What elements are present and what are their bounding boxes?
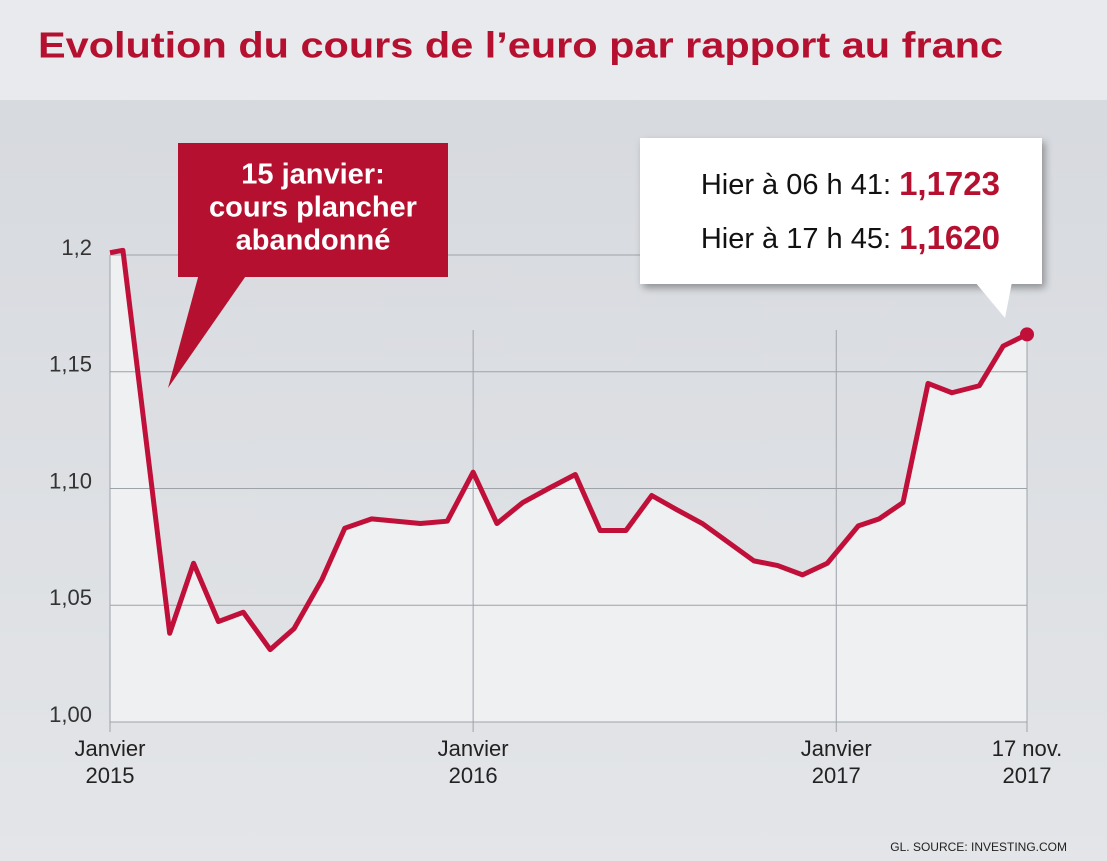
x-tick-label: Janvier 2016	[438, 736, 509, 788]
y-tick-label: 1,05	[49, 585, 92, 610]
chart-title: Evolution du cours de l’euro par rapport…	[38, 25, 1003, 66]
x-tick-label: Janvier 2015	[75, 736, 146, 788]
plot-fill	[110, 250, 1027, 722]
header	[0, 0, 1107, 100]
y-tick-label: 1,15	[49, 352, 92, 377]
line	[109, 247, 1029, 653]
info-pointer	[975, 282, 1012, 318]
end-point	[1020, 327, 1034, 342]
y-tick-label: 1,2	[61, 235, 92, 260]
info-value: 1,1620	[899, 219, 1000, 256]
source: GL. SOURCE: INVESTING.COM	[890, 840, 1067, 854]
annotation-line: cours plancher	[209, 192, 417, 224]
y-tick-label: 1,10	[49, 468, 92, 493]
info-line: Hier à 06 h 41: 1,1723	[701, 165, 1000, 202]
annotation-line: abandonné	[236, 225, 391, 257]
info-label: Hier à 06 h 41:	[701, 169, 891, 201]
callout-pointer	[168, 270, 250, 388]
x-tick-label: Janvier 2017	[801, 736, 872, 788]
info-value: 1,1723	[899, 165, 1000, 202]
y-tick-label: 1,00	[49, 702, 92, 727]
annotation-line: 15 janvier:	[241, 159, 384, 191]
info-line: Hier à 17 h 45: 1,1620	[701, 219, 1000, 256]
info-box-bg	[640, 138, 1042, 284]
x-tick-label: 17 nov. 2017	[992, 736, 1063, 788]
callout-box	[178, 143, 448, 277]
info-label: Hier à 17 h 45:	[701, 223, 891, 255]
